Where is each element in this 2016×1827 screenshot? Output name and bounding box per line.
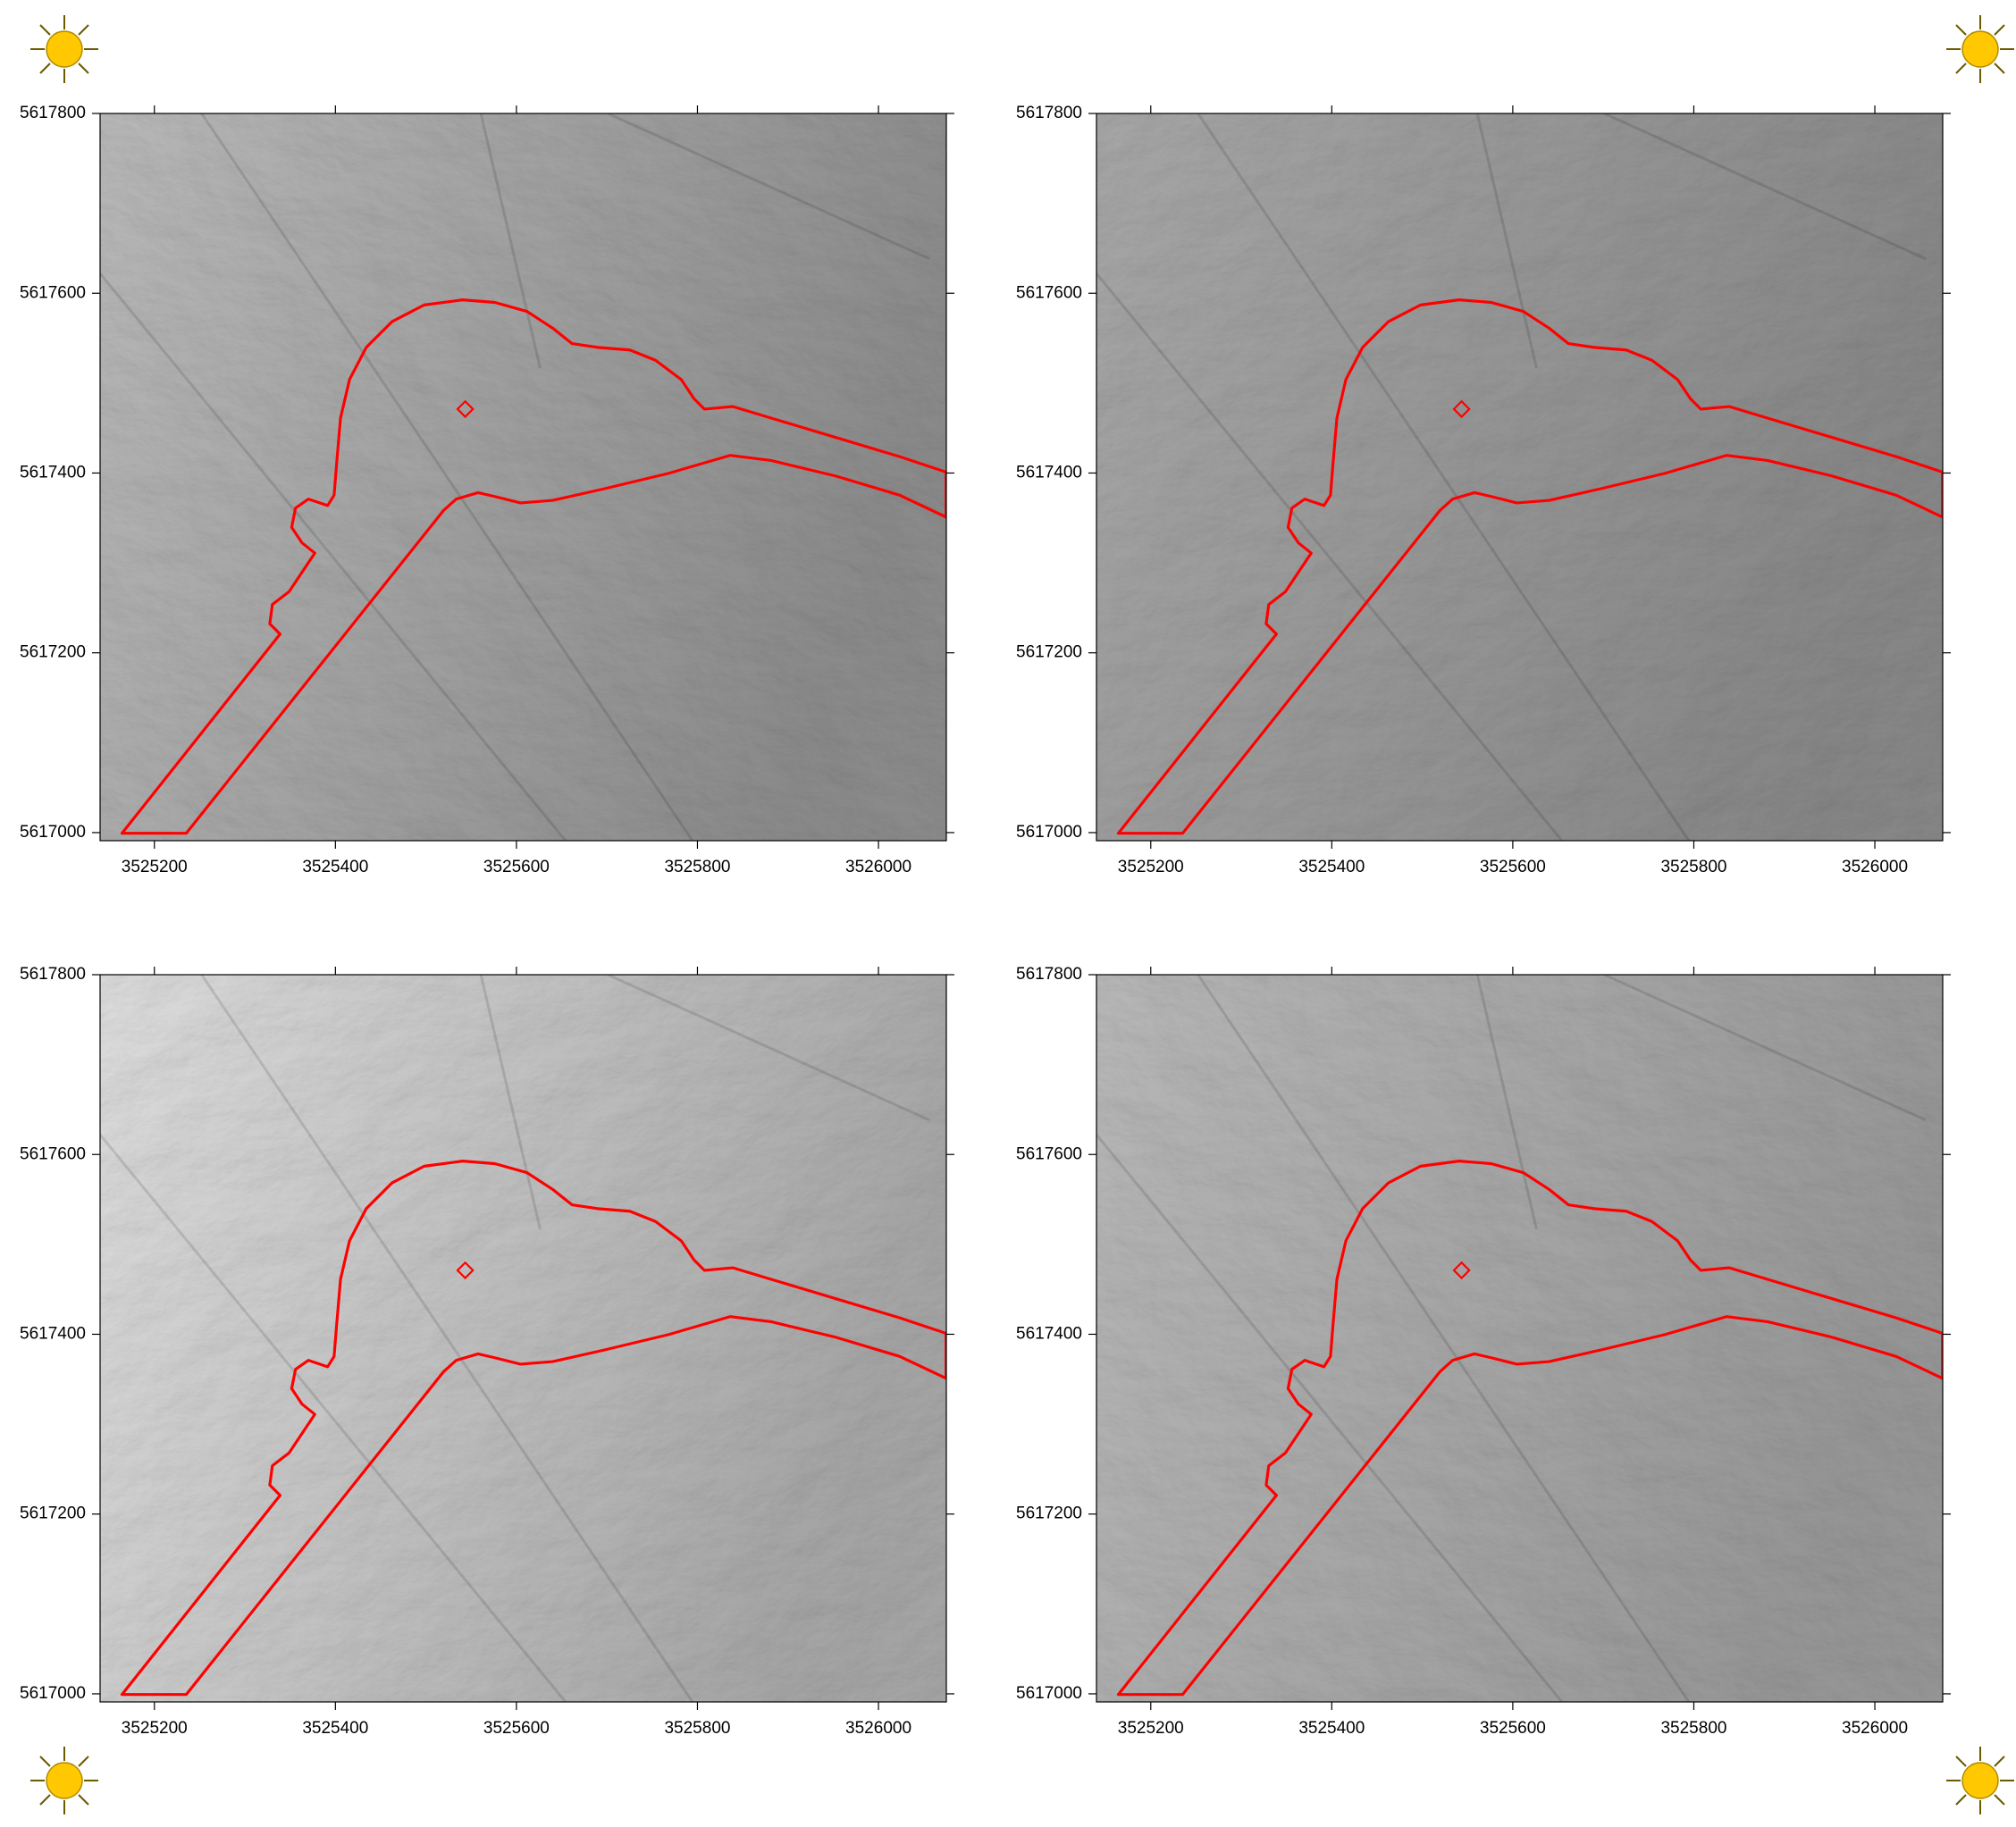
y-tick-label: 5617200 [1016,643,1082,662]
x-tick-label: 3525600 [1480,1719,1546,1738]
x-tick-label: 3525400 [1298,1719,1365,1738]
y-tick-label: 5617600 [20,283,86,302]
map-panel [1096,975,1943,1702]
y-tick-label: 5617600 [20,1144,86,1163]
x-tick-label: 3526000 [1842,1719,1908,1738]
sun-icon [30,1747,98,1814]
x-tick-label: 3525400 [302,858,368,876]
x-tick-label: 3526000 [1842,858,1908,876]
y-tick-label: 5617400 [20,1324,86,1343]
y-tick-label: 5617000 [1016,1684,1082,1703]
y-tick-label: 5617600 [1016,1144,1082,1163]
y-tick-label: 5617800 [1016,104,1082,122]
figure: 3525200 3525400 3525600 3525800 3526000 56170… [0,0,2016,1827]
sun-icon [1946,1747,2014,1814]
y-tick-label: 5617800 [20,104,86,122]
hillshade-relief [100,975,946,1702]
x-tick-label: 3525600 [483,1719,550,1738]
x-tick-label: 3525200 [122,858,188,876]
x-tick-label: 3526000 [845,1719,911,1738]
y-tick-label: 5617200 [1016,1504,1082,1523]
x-tick-label: 3525200 [122,1719,188,1738]
hillshade-relief [100,113,946,841]
hillshade-relief [1096,113,1943,841]
map-panel [100,113,946,841]
x-tick-label: 3525800 [664,1719,730,1738]
y-tick-label: 5617000 [20,1684,86,1703]
x-tick-label: 3525200 [1118,1719,1184,1738]
x-tick-label: 3525400 [302,1719,368,1738]
y-tick-label: 5617000 [1016,823,1082,842]
x-tick-label: 3526000 [845,858,911,876]
x-tick-label: 3525600 [483,858,550,876]
y-tick-label: 5617400 [1016,463,1082,482]
y-tick-label: 5617800 [1016,965,1082,984]
y-tick-label: 5617400 [1016,1324,1082,1343]
x-tick-label: 3525800 [1660,1719,1726,1738]
map-panel [100,975,946,1702]
x-tick-label: 3525800 [1660,858,1726,876]
x-tick-label: 3525200 [1118,858,1184,876]
hillshade-relief [1096,975,1943,1702]
y-tick-label: 5617800 [20,965,86,984]
sun-icon [1946,15,2014,83]
y-tick-label: 5617400 [20,463,86,482]
y-tick-label: 5617200 [20,1504,86,1523]
y-tick-label: 5617000 [20,823,86,842]
x-tick-label: 3525400 [1298,858,1365,876]
x-tick-label: 3525800 [664,858,730,876]
y-tick-label: 5617200 [20,643,86,662]
x-tick-label: 3525600 [1480,858,1546,876]
sun-icon [30,15,98,83]
y-tick-label: 5617600 [1016,283,1082,302]
map-panel [1096,113,1943,841]
